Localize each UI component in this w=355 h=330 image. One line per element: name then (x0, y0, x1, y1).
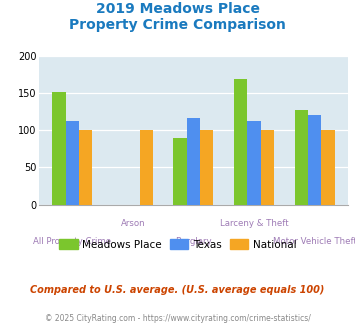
Text: All Property Crime: All Property Crime (33, 237, 111, 246)
Bar (247, 121, 261, 205)
Bar (261, 130, 274, 205)
Legend: Meadows Place, Texas, National: Meadows Place, Texas, National (55, 235, 300, 254)
Bar (295, 110, 308, 205)
Text: Burglary: Burglary (175, 237, 212, 246)
Bar (308, 115, 321, 205)
Text: Motor Vehicle Theft: Motor Vehicle Theft (273, 237, 355, 246)
Text: 2019 Meadows Place: 2019 Meadows Place (95, 2, 260, 16)
Bar (66, 121, 79, 205)
Text: Property Crime Comparison: Property Crime Comparison (69, 18, 286, 32)
Bar (174, 138, 187, 205)
Bar (79, 130, 92, 205)
Text: Larceny & Theft: Larceny & Theft (220, 219, 288, 228)
Bar (187, 118, 200, 205)
Text: Arson: Arson (121, 219, 145, 228)
Bar (140, 130, 153, 205)
Bar (321, 130, 334, 205)
Text: © 2025 CityRating.com - https://www.cityrating.com/crime-statistics/: © 2025 CityRating.com - https://www.city… (45, 314, 310, 323)
Text: Compared to U.S. average. (U.S. average equals 100): Compared to U.S. average. (U.S. average … (30, 285, 325, 295)
Bar (53, 92, 66, 205)
Bar (234, 79, 247, 205)
Bar (200, 130, 213, 205)
